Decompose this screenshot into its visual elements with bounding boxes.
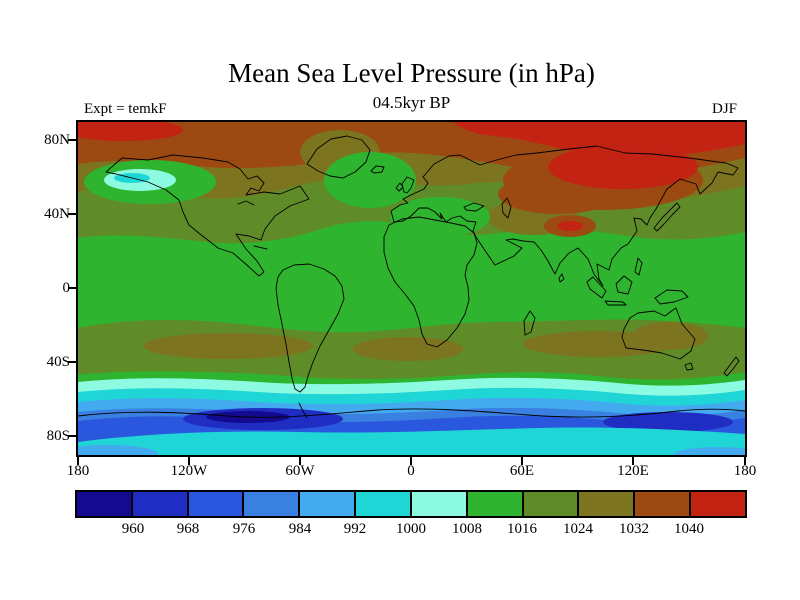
coastline-south-america (275, 263, 345, 393)
lon-axis-tick (410, 457, 412, 465)
colorbar-swatch (188, 492, 245, 516)
coastline-antarctica (78, 408, 745, 418)
coastline-australia (621, 307, 696, 360)
lon-axis-tick (188, 457, 190, 465)
lon-axis-tick (744, 457, 746, 465)
coastline-java (604, 300, 627, 306)
colorbar-label: 1000 (396, 521, 426, 537)
coastline-africa (383, 216, 478, 348)
lat-tick-label: 80S (46, 428, 70, 444)
colorbar-label: 992 (343, 521, 367, 537)
coastline-great-lakes (237, 200, 255, 206)
experiment-label: Expt = temkF (84, 101, 167, 117)
lon-tick-label: 180 (733, 463, 757, 479)
colorbar-swatch (132, 492, 189, 516)
coastline-ireland (395, 182, 404, 192)
australia-dark-olive (632, 322, 708, 350)
coastline-sri-lanka (558, 273, 565, 283)
plot-subtitle: 04.5kyr BP (372, 93, 451, 112)
coastline-britain (401, 176, 415, 194)
colorbar-label: 960 (121, 521, 145, 537)
lon-tick-label: 0 (407, 463, 415, 479)
lon-axis-tick (77, 457, 79, 465)
coastline-eurasia (390, 145, 739, 287)
coastline-north-america (105, 154, 310, 277)
antarctic-cyan-band (78, 427, 745, 455)
tibet-red-spot (557, 221, 583, 231)
coastline-philippines (634, 257, 643, 276)
colorbar-label: 976 (232, 521, 256, 537)
coastline-japan (653, 202, 681, 232)
pressure-contour-map (78, 122, 745, 455)
colorbar-swatch (691, 492, 745, 516)
coastline-caspian-sea (501, 197, 512, 219)
trough-dark-core-east (603, 412, 733, 432)
contour-fill-layer (78, 122, 745, 455)
lat-axis-tick (68, 361, 76, 363)
colorbar-swatch (523, 492, 580, 516)
lon-tick-label: 120W (170, 463, 208, 479)
lon-axis-tick (632, 457, 634, 465)
lat-tick-label: 40N (44, 206, 70, 222)
lat-axis-tick (68, 139, 76, 141)
lon-tick-label: 60E (509, 463, 535, 479)
colorbar-label: 1040 (674, 521, 704, 537)
colorbar-label: 968 (176, 521, 200, 537)
colorbar-swatch (635, 492, 692, 516)
coastline-antarctic-peninsula (298, 402, 308, 419)
lon-axis-tick (521, 457, 523, 465)
season-label: DJF (711, 101, 737, 117)
colorbar-swatch (300, 492, 357, 516)
coastline-new-zealand (723, 356, 740, 377)
siberian-high-red-core (548, 145, 698, 189)
south-atlantic-high-core (353, 337, 463, 361)
lat-axis-tick (68, 435, 76, 437)
bering-red-patch (78, 122, 183, 141)
coastline-new-guinea (654, 289, 689, 305)
colorbar (75, 490, 747, 518)
lat-axis-tick (68, 213, 76, 215)
south-pacific-high-core (143, 333, 313, 359)
lon-tick-label: 120E (617, 463, 649, 479)
colorbar-label: 1008 (452, 521, 482, 537)
lat-axis-tick (68, 287, 76, 289)
coastline-iceland (370, 165, 385, 174)
coastlines (78, 135, 745, 419)
colorbar-swatch (356, 492, 412, 516)
colorbar-swatch (579, 492, 636, 516)
colorbar-label: 1032 (619, 521, 649, 537)
colorbar-swatch (467, 492, 524, 516)
lat-tick-label: 80N (44, 132, 70, 148)
colorbar-swatch (244, 492, 301, 516)
icelandic-low-green (324, 152, 416, 208)
colorbar-label: 1024 (563, 521, 593, 537)
lon-tick-label: 180 (66, 463, 90, 479)
arctic-red-band (453, 122, 745, 159)
antarctic-light-patch-west (78, 445, 158, 455)
colorbar-swatch (77, 492, 133, 516)
lat-tick-label: 0 (62, 280, 71, 296)
lon-tick-label: 60W (285, 463, 315, 479)
antarctic-light-patch-east (673, 447, 745, 455)
coastline-tasmania (684, 362, 694, 371)
colorbar-label: 1016 (507, 521, 537, 537)
colorbar-swatch (411, 492, 468, 516)
coastline-greenland (306, 135, 371, 179)
coastline-sumatra (586, 276, 607, 299)
lon-axis-tick (299, 457, 301, 465)
coastline-black-sea (463, 202, 485, 212)
colorbar-label: 984 (288, 521, 312, 537)
plot-title: Mean Sea Level Pressure (in hPa) (228, 58, 595, 88)
coastline-borneo (615, 275, 633, 295)
coastline-cuba (253, 245, 268, 250)
coastline-madagascar (523, 310, 536, 336)
lat-tick-label: 40S (46, 354, 70, 370)
map-plot-area (76, 120, 747, 457)
